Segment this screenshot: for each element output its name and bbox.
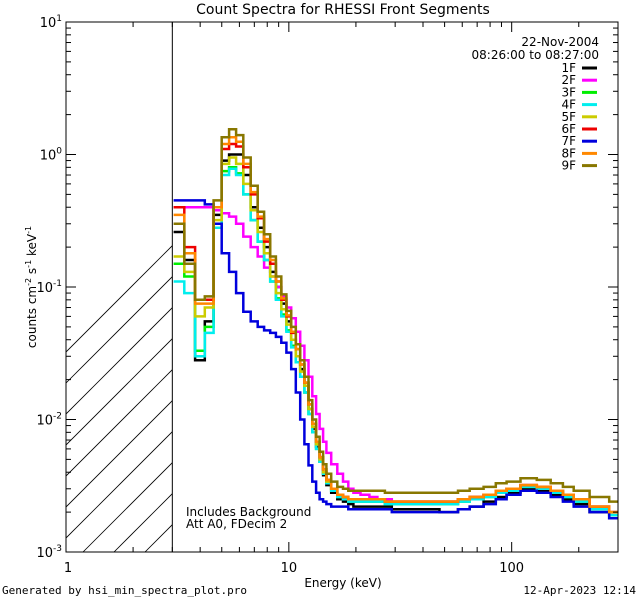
hatch-line [331,22,640,552]
y-axis-label: counts cm-2 s-1 keV-1 [24,226,39,348]
x-tick-labels: 10 100 [281,561,525,576]
generated-by-text: Generated by hsi_min_spectra_plot.pro [2,584,247,597]
legend-label-6F: 6F [561,122,576,136]
hatch-line [362,22,640,552]
series-7F [173,199,618,520]
series-9F [173,128,618,503]
x-tick-label: 10 [281,561,298,576]
y-tick-labels: 10-3 10-2 10-1 100 101 [36,14,62,561]
series-5F [173,156,618,514]
hatch-line [300,22,640,552]
series-3F [173,166,618,517]
header-line: 22-Nov-2004 [521,35,599,49]
hatch-line [82,462,173,552]
series-layer [171,22,618,552]
series-2F [173,205,618,514]
annotation-text: Att A0, FDecim 2 [186,517,287,531]
x-tick-label-edge: 1 [64,561,72,576]
hatch-line [238,22,640,552]
legend-label-1F: 1F [561,61,576,75]
legend-label-9F: 9F [561,159,576,173]
y-tick-label: 10-3 [36,544,62,561]
x-axis-label: Energy (keV) [304,576,381,590]
axis-ticks [65,22,619,553]
series-1F [173,153,618,520]
annotation-text: Includes Background [186,505,311,519]
hatch-line [66,400,173,508]
timestamp-text: 12-Apr-2023 12:14 [523,584,636,597]
hatch-line [66,276,173,384]
series-6F [173,142,618,514]
legend-label-7F: 7F [561,134,576,148]
x-tick-label: 100 [499,561,524,576]
hatch-line [66,369,173,477]
y-tick-label: 101 [40,14,62,31]
excluded-energy-region [66,22,640,552]
legend-label-3F: 3F [561,85,576,99]
legend-label-5F: 5F [561,110,576,124]
y-tick-label: 10-2 [36,412,62,429]
legend-label-4F: 4F [561,98,576,112]
header-line: 08:26:00 to 08:27:00 [472,48,599,62]
legend-label-8F: 8F [561,146,576,160]
series-8F [173,135,618,514]
hatch-line [66,431,173,539]
legend-label-2F: 2F [561,73,576,87]
chart-title: Count Spectra for RHESSI Front Segments [196,2,490,18]
series-4F [173,167,618,517]
y-tick-label: 10-1 [36,279,62,296]
hatch-line [66,245,173,353]
y-tick-label: 100 [40,147,63,164]
